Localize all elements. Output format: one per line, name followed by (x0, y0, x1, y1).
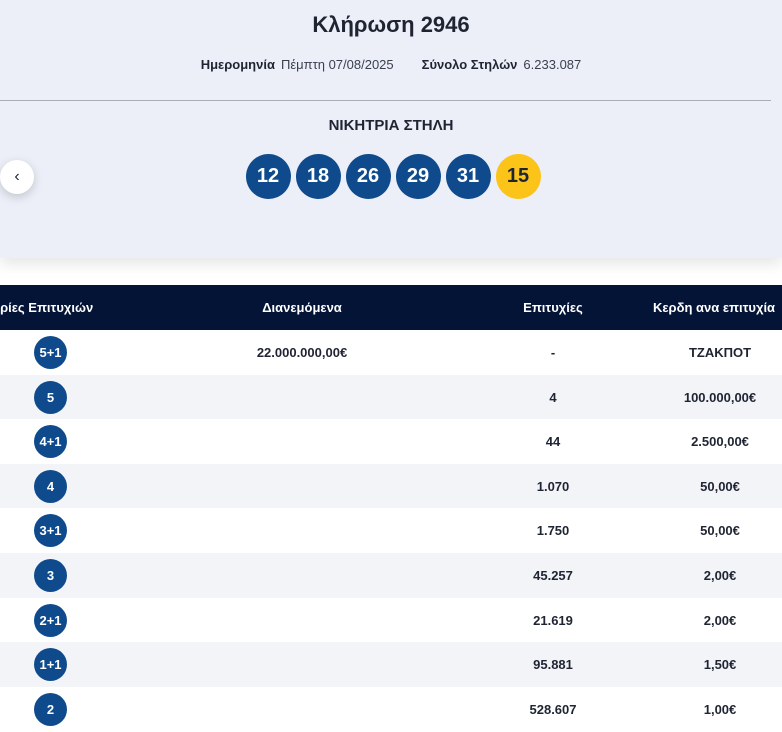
draw-summary-card: Κλήρωση 2946 Ημερομηνία Πέμπτη 07/08/202… (0, 0, 782, 258)
category-badge: 2+1 (34, 603, 67, 637)
prize-amount: ΤΖΑΚΠΟΤ (688, 345, 752, 360)
header-prize: Κερδη ανα επιτυχία (653, 300, 776, 315)
prize-amount: 50,00€ (700, 478, 740, 494)
prize-amount: 2,00€ (703, 567, 737, 583)
wins-count: 45.257 (533, 567, 573, 583)
table-row: 2+1 21.619 2,00€ (0, 597, 782, 643)
table-row: 5+1 22.000.000,00€ - ΤΖΑΚΠΟΤ (0, 330, 782, 375)
wins-count: - (550, 345, 556, 360)
draw-date-label: Ημερομηνία (200, 57, 275, 72)
distributed-amount: 22.000.000,00€ (256, 345, 348, 360)
table-row: 3+1 1.750 50,00€ (0, 508, 782, 553)
category-badge: 2 (34, 692, 67, 726)
prize-amount: 100.000,00€ (683, 389, 757, 405)
wins-count: 95.881 (533, 657, 573, 673)
winning-number-ball: 18 (295, 154, 341, 199)
winning-number-ball: 26 (345, 154, 391, 199)
prize-table: ηγορίες Επιτυχιών Διανεμόμενα Επιτυχίες … (0, 285, 782, 732)
table-row: 2 528.607 1,00€ (0, 686, 782, 732)
table-row: 1+1 95.881 1,50€ (0, 642, 782, 687)
draw-title: Κλήρωση 2946 (312, 12, 470, 37)
prize-amount: 2.500,00€ (691, 434, 749, 450)
wins-count: 21.619 (533, 612, 573, 628)
wins-count: 4 (549, 389, 557, 405)
table-row: 4+1 44 2.500,00€ (0, 419, 782, 464)
joker-number-ball: 15 (495, 154, 541, 199)
category-badge: 5+1 (34, 336, 67, 369)
category-badge: 4 (34, 469, 67, 503)
wins-count: 1.070 (536, 478, 570, 494)
total-columns-label: Σύνολο Στηλών (421, 57, 518, 72)
category-badge: 4+1 (34, 425, 67, 459)
draw-date-value: Πέμπτη 07/08/2025 (280, 57, 394, 72)
prize-amount: 1,50€ (703, 657, 737, 673)
total-columns-value: 6.233.087 (523, 57, 582, 72)
draw-meta: Ημερομηνία Πέμπτη 07/08/2025 Σύνολο Στηλ… (0, 57, 782, 72)
category-badge: 5 (34, 380, 67, 414)
divider (0, 100, 771, 101)
chevron-left-icon: ‹ (14, 168, 20, 185)
category-badge: 3 (34, 558, 67, 592)
winning-number-ball: 12 (245, 154, 291, 199)
header-wins: Επιτυχίες (523, 300, 583, 315)
prize-table-body: 5+1 22.000.000,00€ - ΤΖΑΚΠΟΤ 5 4 100.000… (0, 330, 782, 732)
header-distributed: Διανεμόμενα (262, 300, 342, 315)
wins-count: 528.607 (529, 701, 577, 717)
prize-table-header: ηγορίες Επιτυχιών Διανεμόμενα Επιτυχίες … (0, 285, 782, 330)
table-row: 4 1.070 50,00€ (0, 463, 782, 509)
table-row: 5 4 100.000,00€ (0, 374, 782, 420)
wins-count: 1.750 (536, 523, 570, 539)
draw-date: Ημερομηνία Πέμπτη 07/08/2025 (201, 57, 394, 72)
prize-amount: 1,00€ (703, 701, 737, 717)
header-category: ηγορίες Επιτυχιών (0, 300, 94, 315)
table-row: 3 45.257 2,00€ (0, 552, 782, 598)
previous-draw-button[interactable]: ‹ (0, 160, 34, 194)
winning-number-ball: 29 (395, 154, 441, 199)
category-badge: 3+1 (34, 514, 67, 548)
total-columns: Σύνολο Στηλών 6.233.087 (422, 57, 582, 72)
wins-count: 44 (545, 434, 561, 450)
winning-column-label: ΝΙΚΗΤΡΙΑ ΣΤΗΛΗ (328, 117, 454, 134)
prize-amount: 50,00€ (700, 523, 740, 539)
winning-numbers: 12 18 26 29 31 15 (0, 154, 782, 199)
prize-amount: 2,00€ (703, 612, 737, 628)
winning-number-ball: 31 (445, 154, 491, 199)
category-badge: 1+1 (34, 648, 67, 682)
